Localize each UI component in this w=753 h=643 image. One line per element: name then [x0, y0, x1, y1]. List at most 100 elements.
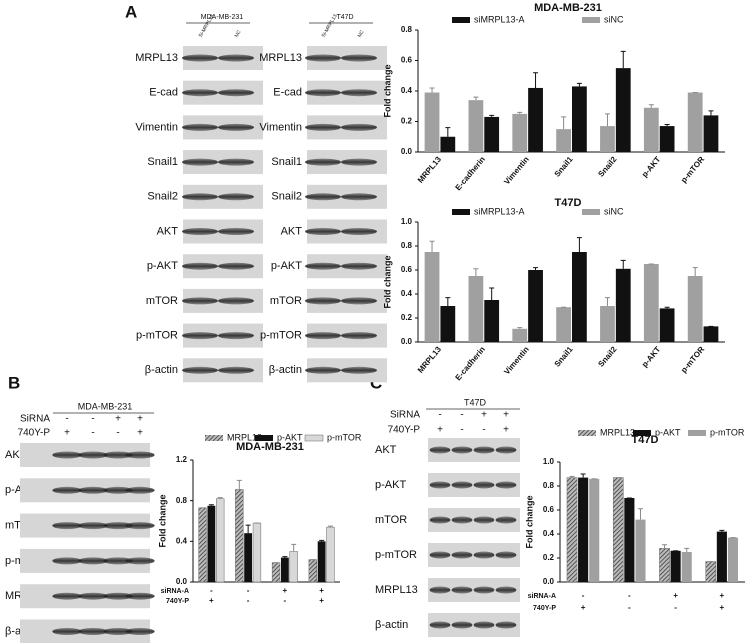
error-bar	[291, 543, 297, 552]
bar	[681, 552, 692, 582]
bar	[198, 507, 207, 583]
y-tick-label: 1.2	[176, 455, 188, 464]
bar	[484, 116, 500, 152]
bar	[659, 308, 675, 342]
y-tick-label: 0.8	[401, 241, 413, 250]
error-bar	[708, 110, 714, 116]
blot-band	[78, 592, 108, 600]
blot-band	[78, 628, 108, 635]
bar	[612, 477, 624, 583]
blot-band	[495, 621, 517, 629]
legend-swatch	[205, 435, 223, 441]
bar	[635, 519, 646, 582]
error-bar	[327, 525, 333, 528]
panel-letter: A	[125, 2, 137, 21]
protein-label: β-actin	[269, 364, 302, 376]
lane-label: NC	[357, 29, 366, 39]
treatment-sign: -	[65, 414, 68, 425]
blot-band	[182, 262, 218, 270]
treatment-sign: +	[115, 414, 121, 425]
blot-band	[495, 516, 517, 524]
error-bar	[517, 327, 523, 329]
blot-band	[451, 551, 473, 559]
error-bar	[236, 479, 242, 490]
blot-band	[429, 621, 451, 629]
bar	[687, 92, 703, 152]
blot-band	[182, 89, 218, 97]
error-bar	[489, 287, 495, 300]
condition-sign: +	[720, 603, 725, 612]
blot-band	[305, 54, 341, 62]
bar	[578, 477, 589, 582]
error-bar	[217, 497, 223, 499]
condition-sign: +	[283, 586, 288, 595]
blot-band	[305, 297, 341, 305]
x-tick-label: Snail2	[596, 344, 618, 368]
blot-band	[52, 486, 82, 494]
y-tick-label: 1.0	[401, 217, 413, 226]
y-axis-label: Fold change	[382, 255, 392, 308]
blot-band	[305, 158, 341, 166]
protein-label: p-mTOR	[375, 549, 417, 561]
panel-letter: B	[8, 373, 20, 392]
blot-band	[473, 586, 495, 594]
y-tick-label: 0.4	[176, 536, 188, 545]
y-tick-label: 0.0	[176, 577, 188, 586]
error-bar	[245, 524, 251, 534]
bar	[289, 551, 298, 583]
blot-band	[182, 228, 218, 235]
bar	[235, 489, 244, 583]
bar	[716, 531, 727, 582]
x-tick-label: E-cadherin	[453, 155, 487, 193]
treatment-sign: +	[481, 410, 487, 421]
y-tick-label: 0.8	[543, 481, 555, 490]
error-bar	[561, 116, 567, 130]
blot-band	[341, 54, 377, 62]
bar	[727, 537, 739, 582]
bar	[615, 68, 631, 152]
blot-band	[305, 366, 341, 374]
condition-sign: -	[582, 591, 585, 600]
condition-sign: +	[319, 596, 324, 605]
y-tick-label: 0.8	[176, 496, 188, 505]
bar	[556, 307, 571, 342]
error-bar	[445, 297, 451, 306]
treatment-sign: +	[503, 425, 509, 436]
protein-label: Vimentin	[259, 121, 302, 133]
treatment-label: SiRNA	[20, 414, 50, 425]
condition-sign: +	[581, 603, 586, 612]
blot-band	[341, 123, 377, 131]
bar	[216, 498, 225, 583]
bar	[528, 270, 543, 342]
bar	[566, 477, 578, 583]
legend-label: siNC	[604, 206, 624, 216]
bar	[280, 557, 289, 582]
blot-band	[429, 446, 451, 454]
error-bar	[664, 124, 670, 127]
x-tick-label: E-cadherin	[453, 345, 487, 383]
blot-band	[473, 621, 495, 629]
bar	[705, 561, 717, 583]
y-tick-label: 0.6	[543, 505, 555, 514]
chart-title: T47D	[555, 197, 582, 209]
error-bar	[620, 50, 626, 69]
blot-band	[103, 486, 133, 494]
condition-sign: -	[674, 603, 677, 612]
cell-line-header: T47D	[464, 397, 487, 407]
protein-label: p-mTOR	[136, 330, 178, 342]
bar	[659, 126, 675, 152]
blot-band	[341, 158, 377, 166]
blot-band	[103, 451, 133, 459]
error-bar	[684, 547, 690, 552]
blot-band	[305, 332, 341, 340]
treatment-label: 740Y-P	[388, 425, 421, 436]
legend-swatch	[452, 17, 470, 23]
bar	[600, 306, 615, 342]
blot-band	[125, 628, 155, 635]
legend-swatch	[688, 430, 706, 436]
error-bar	[604, 297, 610, 306]
blot-band	[429, 586, 451, 594]
bar	[643, 264, 659, 342]
blot-band	[218, 262, 254, 270]
y-tick-label: 0.2	[401, 313, 413, 322]
